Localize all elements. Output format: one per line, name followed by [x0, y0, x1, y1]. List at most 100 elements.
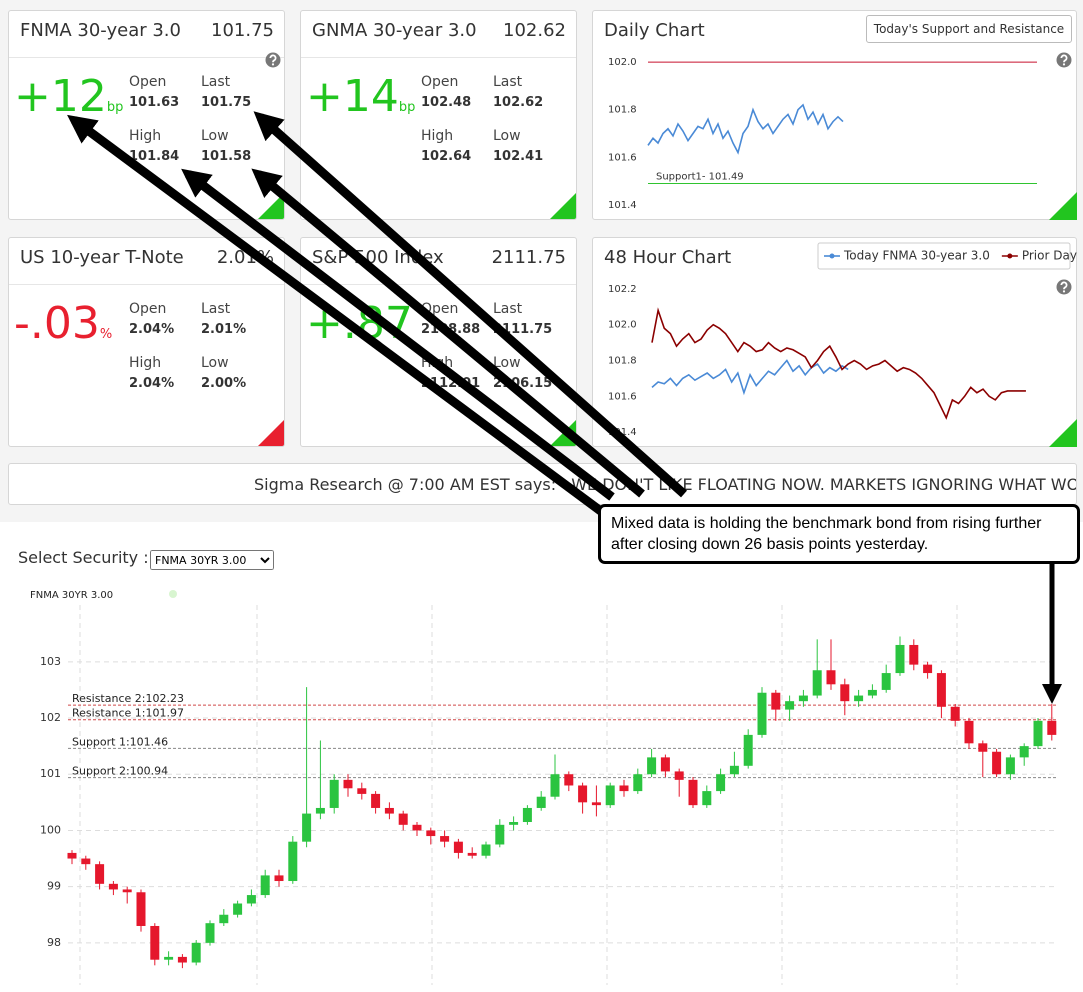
legend-dot [169, 590, 177, 598]
card-title: FNMA 30-year 3.0 [20, 20, 181, 41]
corner-flag [1049, 192, 1077, 220]
help-circle [265, 52, 281, 68]
candle-body [812, 670, 822, 696]
field-value: 102.62 [493, 95, 544, 110]
support-button[interactable]: Today's Support and Resistance [866, 15, 1072, 43]
line-series [647, 103, 844, 155]
line-series [651, 359, 849, 396]
help-glyph [1060, 54, 1068, 63]
help-icon [1056, 279, 1072, 295]
candle-body [260, 875, 270, 896]
card-price: 102.62 [503, 20, 566, 41]
candle-body [205, 923, 215, 943]
legend-label: FNMA 30YR 3.00 [30, 590, 113, 601]
candle-body [840, 684, 850, 702]
y-tick-label: 100 [40, 823, 61, 836]
field-label: Open [421, 74, 459, 90]
candle-body [81, 858, 91, 865]
candle-body [633, 774, 643, 792]
y-tick-label: 101.4 [608, 200, 637, 211]
candle-body [384, 807, 394, 814]
y-tick-label: 102.0 [608, 57, 637, 68]
candle-body [481, 844, 491, 856]
y-tick-label: 101.8 [608, 356, 637, 367]
legend-label: Prior Day [1022, 249, 1077, 263]
candle-body [150, 925, 160, 960]
field-value: 101.75 [201, 95, 252, 110]
candle-body [122, 889, 132, 893]
candle-body [647, 757, 657, 775]
candle-body [564, 774, 574, 786]
legend: Today FNMA 30-year 3.0 Prior Day [817, 242, 1077, 270]
candle-body [371, 793, 381, 808]
chart-title: Daily Chart [604, 20, 705, 41]
candle-body [923, 664, 933, 674]
candle-body [357, 788, 367, 794]
y-tick-label: 103 [40, 655, 61, 668]
y-tick-label: 101.4 [608, 427, 637, 438]
help-icon [1056, 52, 1072, 68]
help-circle [1056, 279, 1072, 295]
candle-body [67, 852, 77, 859]
change: +12bp [14, 71, 123, 122]
field-label: Open [129, 74, 167, 90]
y-tick-label: 101 [40, 767, 61, 780]
candle-body [440, 836, 450, 842]
candle-body [550, 774, 560, 797]
change-value: +12 [14, 71, 107, 122]
candle-body [536, 796, 546, 808]
card-price: 101.75 [211, 20, 274, 41]
daily-card: Daily Chart Today's Support and Resistan… [592, 10, 1077, 220]
candle-body [329, 779, 339, 808]
help-circle [1056, 52, 1072, 68]
candle-body [854, 695, 864, 702]
change: +14bp [306, 71, 415, 122]
candle-body [826, 670, 836, 685]
candle-body [1005, 757, 1015, 775]
y-tick-label: 101.6 [608, 152, 637, 163]
y-tick-label: 101.8 [608, 105, 637, 116]
level-label: Support 2:100.94 [72, 765, 168, 778]
y-tick-label: 99 [47, 880, 61, 893]
callout: Mixed data is holding the benchmark bond… [598, 504, 1080, 564]
candle-body [177, 956, 187, 963]
candle-body [578, 785, 588, 803]
y-tick-label: 102 [40, 711, 61, 724]
candle-body [909, 644, 919, 665]
candle-body [950, 706, 960, 721]
candle-body [343, 779, 353, 789]
candle-body [398, 813, 408, 825]
candle-body [785, 701, 795, 710]
y-tick-label: 101.6 [608, 391, 637, 402]
y-tick-label: 98 [47, 936, 61, 949]
candle-body [895, 644, 905, 674]
candle-body [964, 720, 974, 744]
candle-body [992, 751, 1002, 775]
candle-body [771, 692, 781, 710]
change-unit: bp [398, 100, 416, 115]
candle-body [509, 822, 519, 825]
candle-body [453, 841, 463, 853]
security-select[interactable]: FNMA 30YR 3.00 [150, 550, 274, 570]
field-label: Last [201, 74, 231, 90]
candle-body [495, 824, 505, 845]
candle-body [591, 802, 601, 806]
corner-flag [1049, 419, 1077, 447]
candle-body [219, 914, 229, 924]
candle-body [798, 695, 808, 702]
help-dot [1062, 290, 1066, 293]
help-glyph [1060, 281, 1068, 290]
candle-body [1047, 720, 1057, 735]
candle-body [757, 692, 767, 735]
candle-body [191, 942, 201, 963]
candle-body [302, 813, 312, 842]
candle-body [881, 673, 891, 690]
candle-body [522, 807, 532, 823]
candle-body [164, 956, 174, 960]
line-series [651, 307, 1026, 420]
candle-body [412, 824, 422, 831]
candle-body [1019, 746, 1029, 758]
level-label: Support1- 101.49 [656, 171, 744, 182]
